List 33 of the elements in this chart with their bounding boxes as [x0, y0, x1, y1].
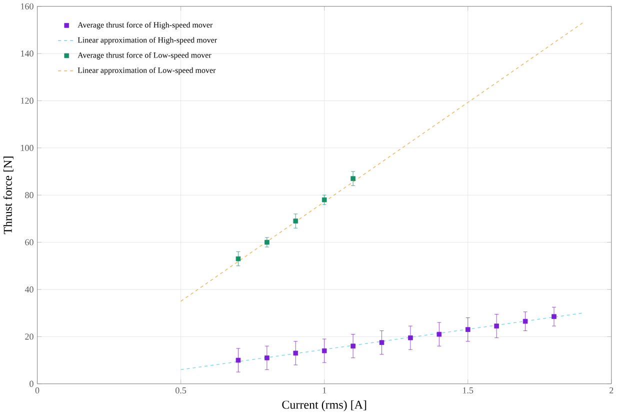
- point: [264, 356, 270, 360]
- point: [379, 340, 384, 346]
- x-tick-label: 0: [35, 388, 40, 394]
- y-axis-title: Thrust force [N]: [3, 156, 14, 234]
- point: [293, 350, 298, 356]
- point: [264, 240, 270, 245]
- point: [350, 344, 356, 349]
- point: [436, 332, 442, 337]
- point: [322, 198, 327, 202]
- point: [552, 314, 556, 320]
- y-tick-label: 140: [21, 50, 34, 57]
- x-tick-label: 2: [610, 388, 614, 394]
- point: [322, 348, 327, 354]
- y-tick-label: 0: [30, 381, 34, 388]
- point: [408, 336, 413, 340]
- point: [350, 176, 356, 182]
- x-tick-label: 1.5: [463, 388, 474, 394]
- point: [522, 319, 528, 324]
- y-tick-label: 80: [25, 192, 34, 198]
- y-tick-label: 40: [24, 286, 34, 293]
- point: [465, 327, 470, 332]
- y-tick-label: 100: [21, 145, 34, 152]
- x-tick-label: 1: [322, 388, 326, 394]
- y-tick-label: 120: [21, 98, 34, 104]
- point: [494, 324, 499, 329]
- point: [236, 256, 241, 262]
- x-axis-title: Current (rms) [A]: [282, 400, 366, 412]
- y-tick-label: 60: [25, 239, 34, 246]
- point: [293, 218, 298, 224]
- y-tick-label: 160: [21, 4, 34, 10]
- x-tick-label: 0.5: [176, 388, 186, 394]
- point: [236, 358, 241, 363]
- y-tick-label: 20: [25, 334, 34, 340]
